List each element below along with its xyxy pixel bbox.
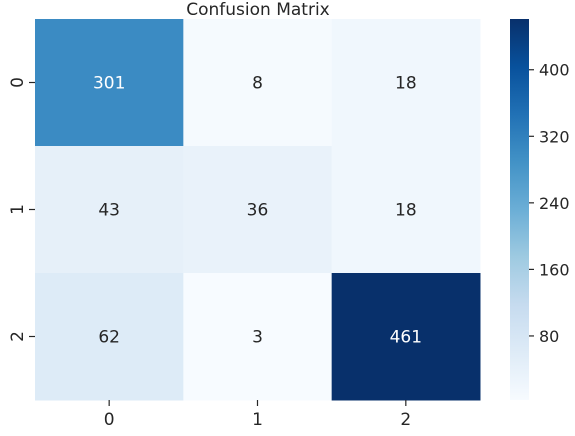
chart-title: Confusion Matrix xyxy=(186,0,330,20)
cell-value-label-0-1: 8 xyxy=(252,74,263,94)
cell-value-label-1-2: 18 xyxy=(395,201,417,221)
cell-value-label-1-0: 43 xyxy=(98,201,120,221)
heatmap-cell-0-2 xyxy=(331,19,481,147)
y-tick-label-2: 2 xyxy=(8,331,28,342)
heatmap-cell-2-2 xyxy=(331,273,481,401)
x-tick-label-1: 1 xyxy=(252,410,263,430)
heatmap-cell-labels: 301 8 18 43 36 18 62 3 461 xyxy=(93,74,422,348)
colorbar-tick-label-3: 320 xyxy=(539,127,570,146)
cell-value-label-0-0: 301 xyxy=(93,74,125,94)
colorbar-tick-label-1: 160 xyxy=(539,260,570,279)
y-tick-label-0: 0 xyxy=(8,77,28,88)
cell-value-label-2-2: 461 xyxy=(390,328,422,348)
colorbar-tick-label-4: 400 xyxy=(539,61,570,80)
cell-value-label-2-0: 62 xyxy=(98,328,120,348)
x-tick-label-0: 0 xyxy=(104,410,115,430)
heatmap-cell-0-0 xyxy=(35,19,184,147)
cell-value-label-2-1: 3 xyxy=(252,328,263,348)
heatmap-cell-1-2 xyxy=(331,146,481,274)
colorbar-ticks: 80 160 240 320 400 xyxy=(529,61,570,346)
colorbar xyxy=(510,19,529,400)
x-axis: 0 1 2 xyxy=(104,400,411,430)
cell-value-label-0-2: 18 xyxy=(395,74,417,94)
y-tick-label-1: 1 xyxy=(8,204,28,215)
cell-value-label-1-1: 36 xyxy=(247,201,269,221)
x-tick-label-2: 2 xyxy=(400,410,411,430)
y-axis: 0 1 2 xyxy=(8,77,35,342)
heatmap-cell-0-1 xyxy=(183,19,333,147)
heatmap-cells xyxy=(35,19,481,401)
heatmap-cell-2-0 xyxy=(35,273,184,401)
heatmap-cell-1-0 xyxy=(35,146,184,274)
colorbar-tick-label-0: 80 xyxy=(539,327,559,346)
colorbar-tick-label-2: 240 xyxy=(539,194,570,213)
heatmap-cell-1-1 xyxy=(183,146,333,274)
heatmap-cell-2-1 xyxy=(183,273,333,401)
